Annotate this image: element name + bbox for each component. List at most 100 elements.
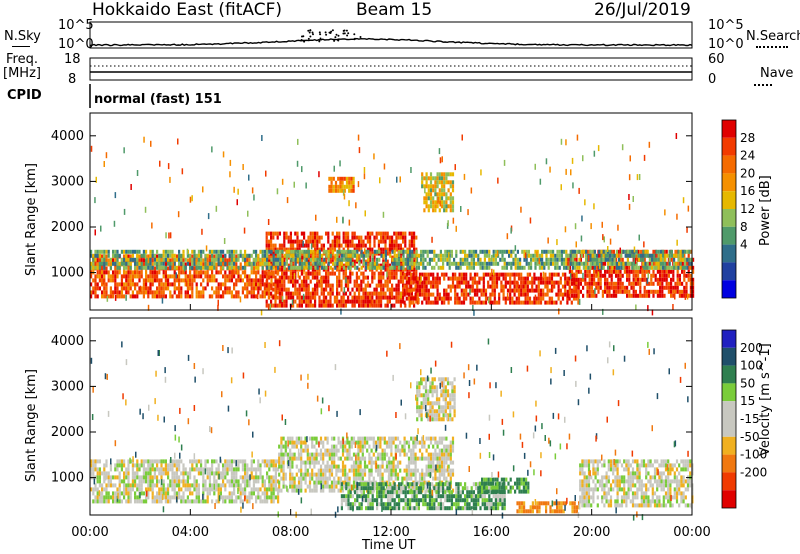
heatmap-cell <box>412 276 415 281</box>
heatmap-cell <box>274 231 277 236</box>
heatmap-cell <box>439 253 442 258</box>
heatmap-cell <box>224 475 227 480</box>
heatmap-cell <box>272 487 275 492</box>
heatmap-cell <box>574 253 577 258</box>
heatmap-cell <box>215 479 218 484</box>
heatmap-cell <box>90 253 93 258</box>
heatmap-cell <box>615 289 618 294</box>
heatmap-cell <box>344 299 347 304</box>
heatmap-cell <box>353 291 356 296</box>
heatmap-cell <box>277 290 280 295</box>
heatmap-cell <box>134 265 137 270</box>
heatmap-cell <box>504 296 507 301</box>
heatmap-cell <box>412 300 415 305</box>
heatmap-cell <box>303 249 306 254</box>
heatmap-cell <box>173 261 176 266</box>
heatmap-speckle <box>217 304 219 311</box>
heatmap-cell <box>580 249 583 254</box>
velocity-heatmap-group <box>90 338 694 521</box>
heatmap-cell <box>140 286 143 291</box>
heatmap-speckle <box>593 150 596 157</box>
heatmap-cell <box>432 196 435 201</box>
heatmap-cell <box>219 249 222 254</box>
heatmap-cell <box>436 296 439 301</box>
heatmap-cell <box>127 459 130 464</box>
heatmap-cell <box>565 249 568 254</box>
heatmap-cell <box>427 292 430 297</box>
heatmap-cell <box>639 293 642 298</box>
nsearch-top-tick: 10^5 <box>708 18 744 33</box>
heatmap-cell <box>98 249 101 254</box>
heatmap-cell <box>300 468 303 473</box>
heatmap-cell <box>512 257 515 262</box>
heatmap-cell <box>416 284 419 289</box>
heatmap-cell <box>683 293 686 298</box>
heatmap-speckle <box>144 253 147 260</box>
heatmap-cell <box>103 286 106 291</box>
heatmap-cell <box>351 249 354 254</box>
heatmap-cell <box>291 488 294 493</box>
heatmap-cell <box>257 278 260 283</box>
heatmap-cell <box>277 495 280 500</box>
heatmap-cell <box>228 249 231 254</box>
heatmap-cell <box>659 285 662 290</box>
heatmap-cell <box>334 253 337 258</box>
heatmap-cell <box>228 274 231 279</box>
heatmap-speckle <box>113 220 116 227</box>
heatmap-cell <box>352 188 355 193</box>
heatmap-cell <box>101 282 104 287</box>
heatmap-cell <box>347 231 350 236</box>
heatmap-cell <box>114 499 117 504</box>
heatmap-cell <box>478 288 481 293</box>
heatmap-cell <box>533 276 536 281</box>
heatmap-cell <box>503 265 506 270</box>
heatmap-cell <box>300 488 303 493</box>
heatmap-cell <box>568 269 571 274</box>
heatmap-cell <box>197 483 200 488</box>
heatmap-cell <box>478 300 481 305</box>
heatmap-cell <box>620 265 623 270</box>
heatmap-cell <box>438 172 441 177</box>
heatmap-cell <box>573 289 576 294</box>
heatmap-cell <box>90 459 93 464</box>
heatmap-cell <box>692 277 695 282</box>
heatmap-cell <box>434 296 437 301</box>
heatmap-cell <box>224 499 227 504</box>
heatmap-cell <box>98 261 101 266</box>
heatmap-cell <box>319 456 323 461</box>
heatmap-cell <box>134 499 137 504</box>
heatmap-cell <box>397 283 400 288</box>
heatmap-cell <box>283 287 286 292</box>
heatmap-cell <box>686 249 689 254</box>
heatmap-cell <box>623 269 626 274</box>
heatmap-cell <box>200 265 203 270</box>
heatmap-cell <box>545 249 548 254</box>
heatmap-cell <box>191 286 194 291</box>
heatmap-cell <box>96 487 99 492</box>
heatmap-cell <box>355 275 358 280</box>
heatmap-cell <box>432 292 435 297</box>
heatmap-cell <box>259 487 262 492</box>
heatmap-cell <box>571 281 574 286</box>
heatmap-cell <box>266 257 269 262</box>
heatmap-cell <box>94 467 97 472</box>
heatmap-cell <box>673 257 676 262</box>
heatmap-cell <box>375 295 378 300</box>
heatmap-cell <box>445 208 448 213</box>
heatmap-cell <box>351 299 354 304</box>
heatmap-cell <box>153 471 156 476</box>
heatmap-cell <box>206 258 209 263</box>
heatmap-speckle <box>570 169 572 176</box>
heatmap-cell <box>645 289 648 294</box>
heatmap-cell <box>425 288 428 293</box>
heatmap-cell <box>151 249 154 254</box>
heatmap-cell <box>333 464 336 469</box>
date-label: 26/Jul/2019 <box>594 0 691 20</box>
heatmap-cell <box>338 271 341 276</box>
heatmap-cell <box>164 499 167 504</box>
nsearch-dot <box>324 31 327 34</box>
heatmap-cell <box>222 499 225 504</box>
heatmap-cell <box>320 287 323 292</box>
heatmap-cell <box>351 253 354 258</box>
heatmap-cell <box>318 295 321 300</box>
